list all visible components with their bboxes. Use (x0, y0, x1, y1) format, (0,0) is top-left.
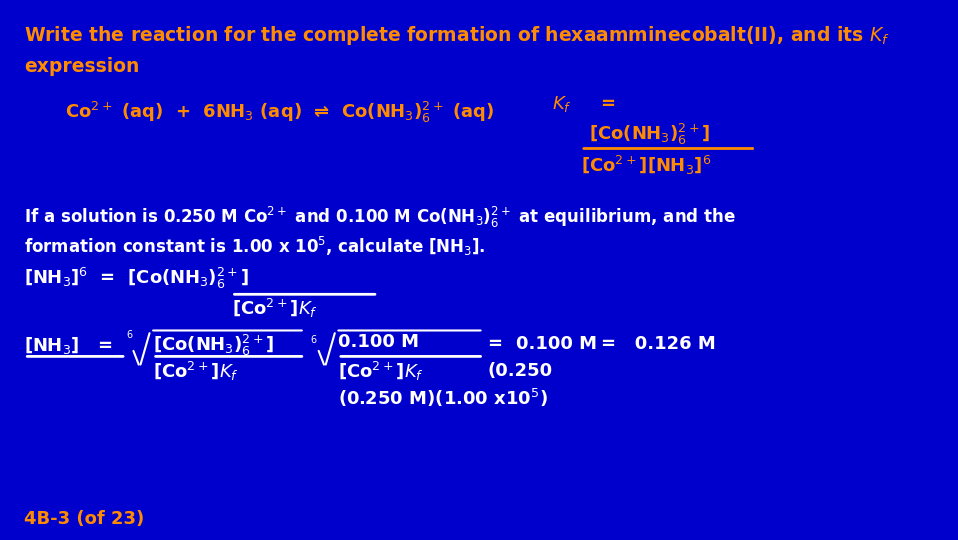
Text: 0.100 M: 0.100 M (338, 333, 419, 351)
Text: [Co$^{2+}$]$K_f$: [Co$^{2+}$]$K_f$ (152, 360, 239, 383)
Text: 4B-3 (of 23): 4B-3 (of 23) (24, 510, 145, 528)
Text: $K_f$     =: $K_f$ = (553, 94, 616, 114)
Text: [Co(NH$_3$)$_6^{2+}$]: [Co(NH$_3$)$_6^{2+}$] (152, 333, 274, 358)
Text: [NH$_3$]   =: [NH$_3$] = (24, 335, 113, 356)
Text: [Co$^{2+}$]$K_f$: [Co$^{2+}$]$K_f$ (338, 360, 424, 383)
Text: If a solution is 0.250 M Co$^{2+}$ and 0.100 M Co(NH$_3$)$_6^{2+}$ at equilibriu: If a solution is 0.250 M Co$^{2+}$ and 0… (24, 205, 737, 230)
Text: formation constant is 1.00 x 10$^5$, calculate [NH$_3$].: formation constant is 1.00 x 10$^5$, cal… (24, 235, 486, 258)
Text: =: = (488, 335, 503, 353)
Text: [Co$^{2+}$][NH$_3$]$^6$: [Co$^{2+}$][NH$_3$]$^6$ (581, 154, 711, 177)
Text: [Co(NH$_3$)$_6^{2+}$]: [Co(NH$_3$)$_6^{2+}$] (589, 122, 711, 146)
Text: (0.250: (0.250 (488, 362, 553, 380)
Text: [NH$_3$]$^6$  =  [Co(NH$_3$)$_6^{2+}$]: [NH$_3$]$^6$ = [Co(NH$_3$)$_6^{2+}$] (24, 266, 249, 291)
Text: Write the reaction for the complete formation of hexaamminecobalt(II), and its $: Write the reaction for the complete form… (24, 24, 890, 48)
Text: 0.100 M: 0.100 M (516, 335, 597, 353)
Text: [Co$^{2+}$]$K_f$: [Co$^{2+}$]$K_f$ (232, 297, 318, 320)
Text: (0.250 M)(1.00 x10$^5$): (0.250 M)(1.00 x10$^5$) (338, 387, 548, 409)
Text: $^6$: $^6$ (125, 329, 133, 343)
Text: Co$^{2+}$ (aq)  +  6NH$_3$ (aq)  ⇌  Co(NH$_3$)$_6^{2+}$ (aq): Co$^{2+}$ (aq) + 6NH$_3$ (aq) ⇌ Co(NH$_3… (65, 100, 494, 125)
Text: =   0.126 M: = 0.126 M (602, 335, 716, 353)
Text: $^6$: $^6$ (310, 335, 318, 349)
Text: expression: expression (24, 57, 140, 76)
